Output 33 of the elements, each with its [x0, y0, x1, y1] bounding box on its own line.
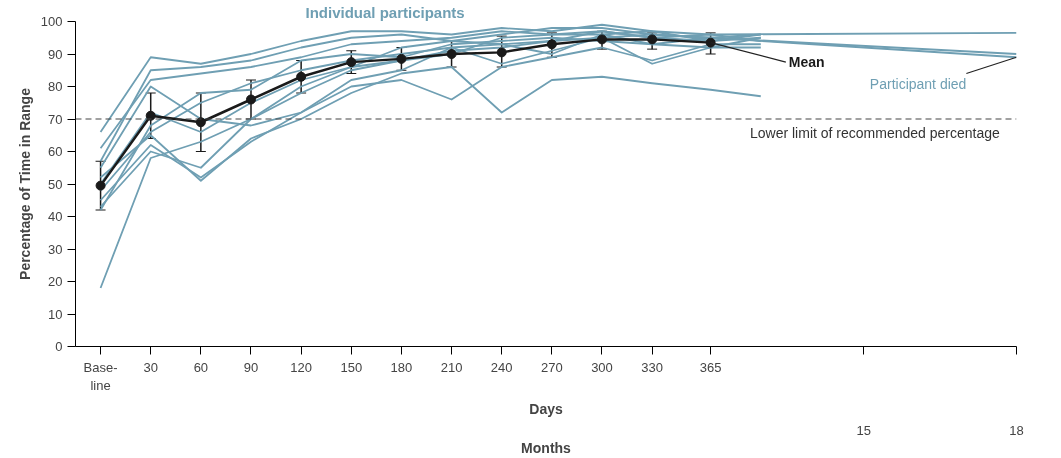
x-tick-label: 210 — [440, 359, 463, 375]
y-tick-label: 10 — [48, 306, 63, 322]
x-tick-label: 300 — [591, 359, 613, 375]
y-tick-label: 70 — [48, 111, 63, 127]
y-tick-label: 30 — [48, 241, 63, 257]
x-axis-title: Days — [529, 400, 563, 417]
x-tick-label: 150 — [340, 359, 363, 375]
x-tick-label: 90 — [243, 359, 259, 375]
x-tick-label: 120 — [290, 359, 312, 375]
text: Individual participants — [305, 3, 465, 21]
x2-tick-label: 15 — [856, 422, 872, 438]
y-tick-label: 90 — [48, 46, 63, 62]
y-tick-label: 50 — [48, 176, 63, 192]
x-tick-label: 365 — [699, 359, 722, 375]
annotation: Mean — [788, 54, 825, 71]
x-tick-label: 240 — [490, 359, 513, 375]
x-tick-label: 30 — [143, 359, 158, 375]
x-tick-label: Base- line — [83, 359, 118, 393]
y-tick-label: 60 — [48, 144, 63, 159]
x-tick-label: 180 — [390, 359, 413, 375]
ref-line-label: Lower limit of recommended percentage — [749, 125, 1000, 141]
y-tick-label: 40 — [48, 209, 63, 224]
y-tick-label: 80 — [48, 79, 63, 94]
y-axis-title: Percentage of Time in Range — [16, 87, 33, 280]
x-tick-label: 270 — [541, 359, 563, 375]
x2-axis-title: Months — [521, 439, 572, 456]
y-tick-label: 100 — [40, 14, 63, 29]
y-tick-label: 20 — [48, 274, 63, 289]
y-tick-label: 0 — [55, 339, 63, 354]
annotation: Participant died — [869, 75, 967, 92]
x-tick-label: 330 — [641, 359, 663, 375]
x2-tick-label: 18 — [1009, 422, 1024, 438]
x-tick-label: 60 — [193, 359, 209, 375]
